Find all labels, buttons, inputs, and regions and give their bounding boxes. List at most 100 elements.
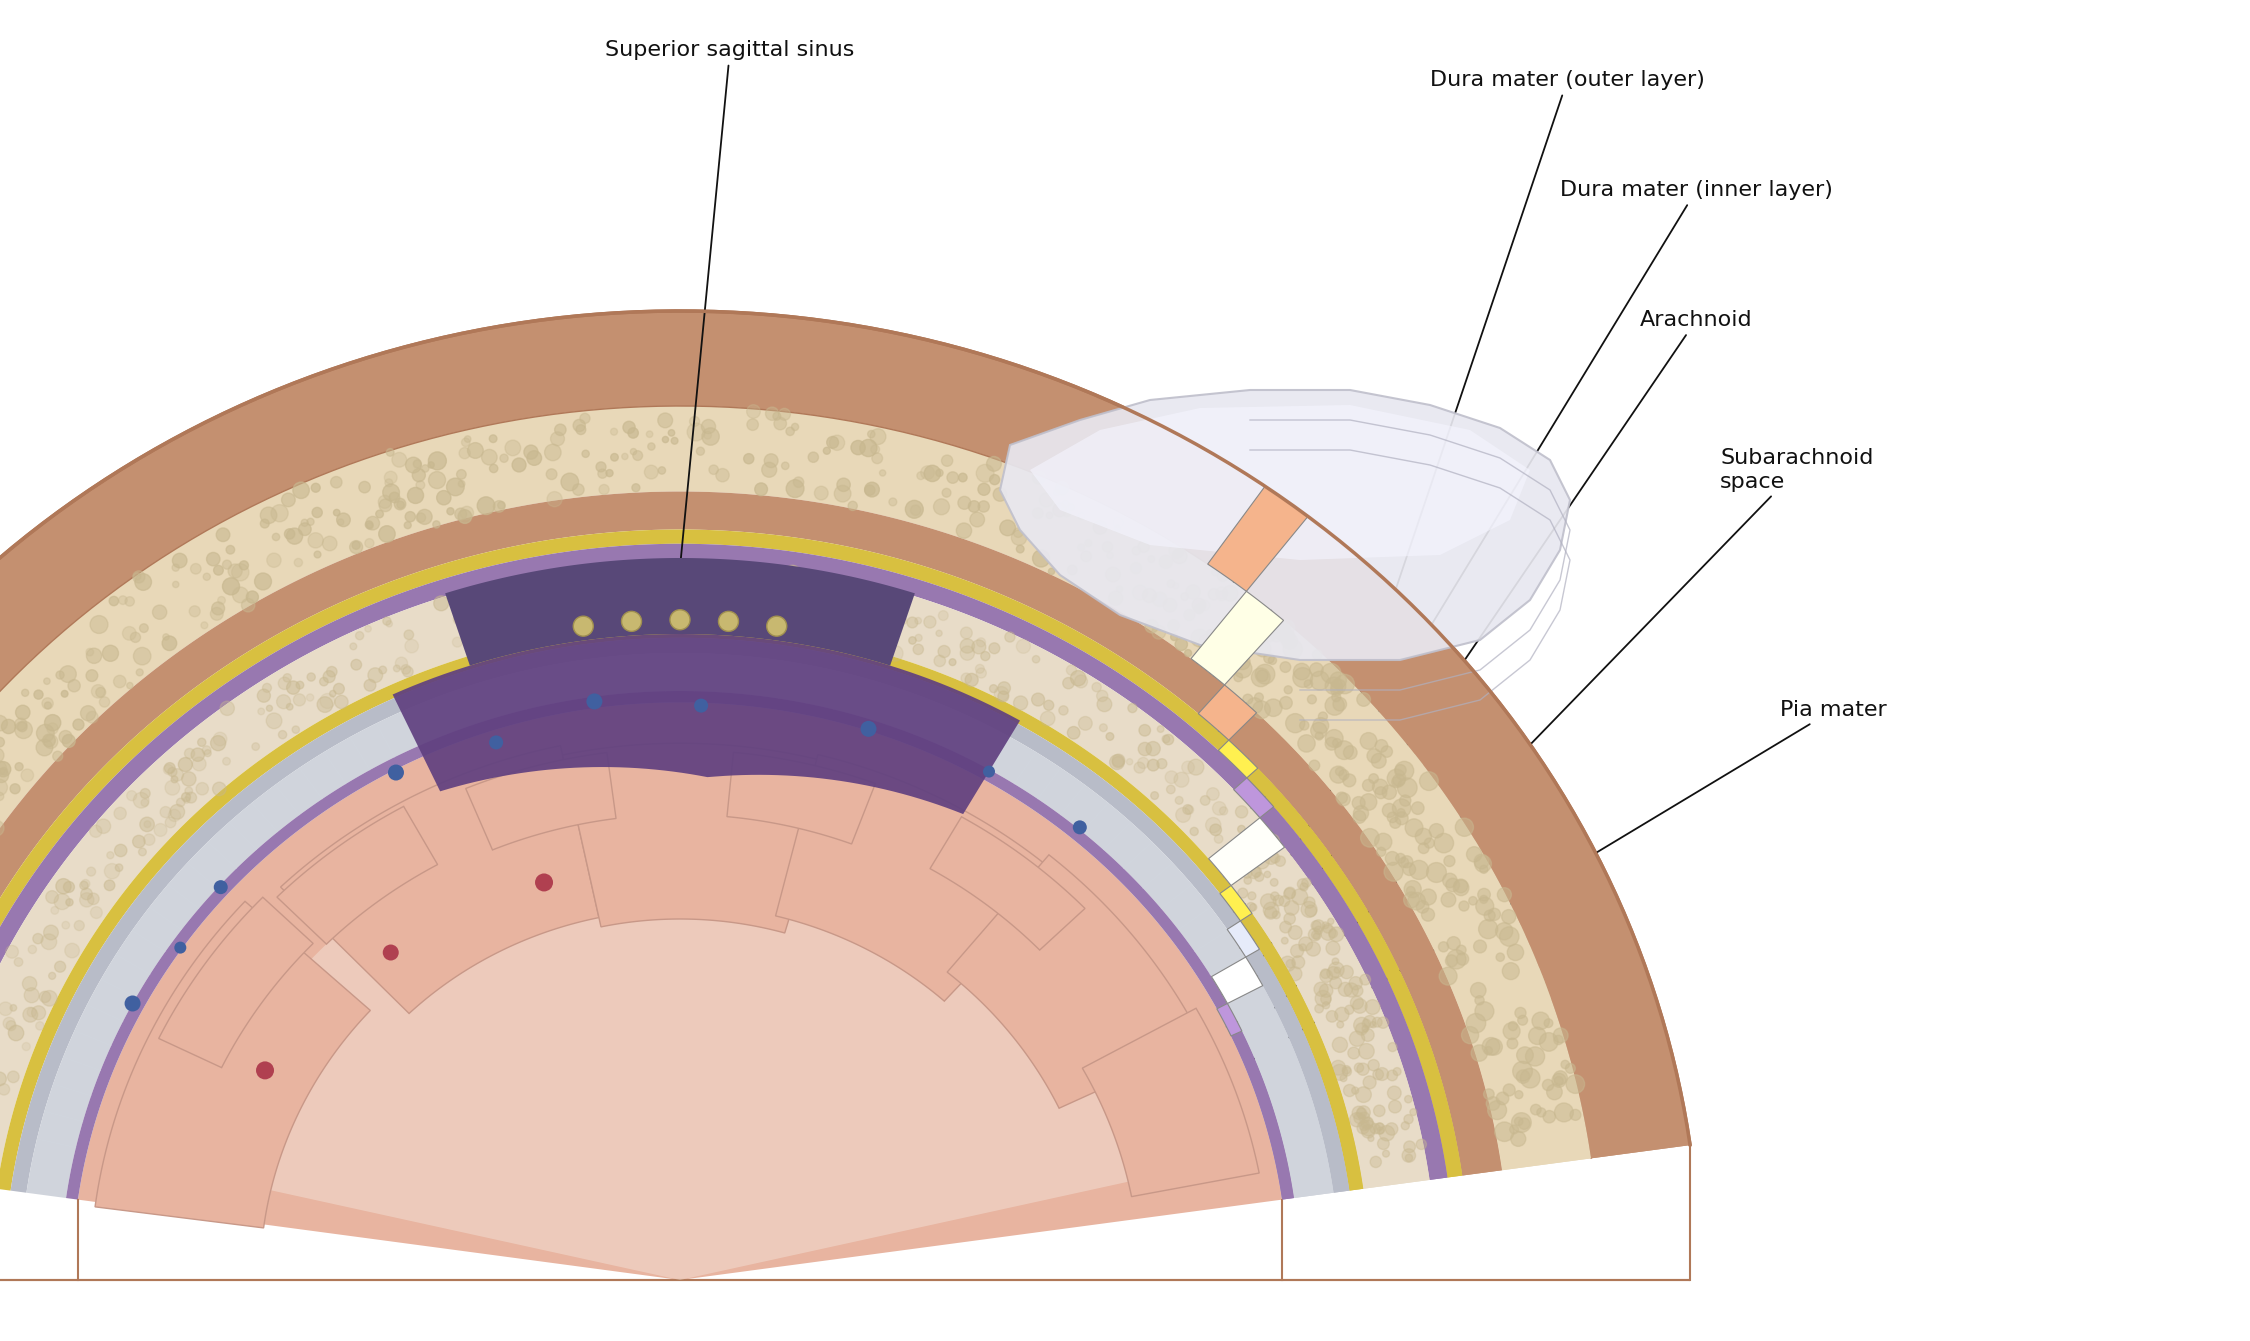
Circle shape — [610, 453, 619, 461]
Circle shape — [1069, 504, 1076, 511]
Circle shape — [1084, 539, 1091, 547]
Circle shape — [79, 893, 95, 907]
Circle shape — [684, 614, 695, 625]
Circle shape — [1292, 944, 1303, 957]
Circle shape — [796, 617, 803, 625]
Circle shape — [1447, 825, 1465, 842]
Circle shape — [1071, 670, 1087, 685]
Circle shape — [1273, 911, 1280, 919]
Circle shape — [1372, 1030, 1386, 1042]
Circle shape — [1447, 878, 1460, 892]
Circle shape — [1251, 697, 1264, 711]
Circle shape — [1359, 1120, 1370, 1130]
Circle shape — [1170, 543, 1184, 558]
Circle shape — [1487, 944, 1496, 953]
Circle shape — [133, 793, 148, 809]
Circle shape — [7, 1021, 16, 1031]
Polygon shape — [1233, 506, 1690, 1159]
Circle shape — [1501, 916, 1510, 925]
Circle shape — [1298, 937, 1312, 951]
Circle shape — [738, 607, 752, 621]
Circle shape — [333, 510, 340, 516]
Circle shape — [504, 629, 511, 636]
Circle shape — [1436, 870, 1444, 878]
Circle shape — [1199, 601, 1210, 610]
Circle shape — [1305, 680, 1312, 688]
Circle shape — [1408, 861, 1429, 880]
Circle shape — [1404, 892, 1420, 908]
Circle shape — [1262, 629, 1276, 642]
Circle shape — [1210, 630, 1224, 644]
Circle shape — [1213, 626, 1228, 642]
Circle shape — [1370, 754, 1386, 768]
Circle shape — [140, 789, 151, 798]
Circle shape — [212, 736, 225, 751]
Circle shape — [853, 614, 864, 625]
Circle shape — [1544, 1110, 1555, 1122]
Polygon shape — [0, 492, 1503, 1176]
Circle shape — [104, 645, 119, 661]
Circle shape — [1496, 888, 1512, 901]
Polygon shape — [1213, 610, 1591, 1171]
Circle shape — [1145, 742, 1161, 756]
Circle shape — [1361, 829, 1379, 848]
Circle shape — [405, 522, 412, 528]
Circle shape — [1238, 888, 1249, 898]
Circle shape — [1143, 589, 1156, 602]
Circle shape — [538, 607, 544, 614]
Circle shape — [2, 719, 16, 734]
Circle shape — [1210, 825, 1222, 835]
Circle shape — [1314, 933, 1321, 940]
Circle shape — [1256, 693, 1265, 701]
Circle shape — [657, 413, 673, 428]
Circle shape — [1267, 892, 1278, 904]
Circle shape — [970, 512, 986, 527]
Circle shape — [1375, 740, 1388, 752]
Polygon shape — [1082, 1008, 1260, 1196]
Circle shape — [1492, 940, 1505, 953]
Circle shape — [837, 479, 850, 492]
Circle shape — [1343, 746, 1357, 759]
Circle shape — [1150, 791, 1159, 799]
Polygon shape — [0, 530, 1462, 1177]
Circle shape — [544, 586, 560, 601]
Circle shape — [1314, 1004, 1323, 1012]
Circle shape — [871, 453, 882, 464]
Circle shape — [1478, 920, 1498, 939]
Circle shape — [2, 1018, 16, 1030]
Circle shape — [1055, 481, 1069, 495]
Circle shape — [349, 540, 362, 554]
Circle shape — [1375, 724, 1388, 738]
Circle shape — [734, 602, 742, 610]
Circle shape — [574, 616, 594, 636]
Circle shape — [1285, 888, 1296, 898]
Circle shape — [1503, 1084, 1514, 1096]
Circle shape — [1370, 1124, 1379, 1133]
Circle shape — [1332, 1037, 1348, 1053]
Circle shape — [34, 933, 43, 944]
Circle shape — [1375, 1067, 1388, 1081]
Circle shape — [1402, 817, 1420, 834]
Circle shape — [644, 611, 650, 620]
Circle shape — [1438, 833, 1454, 849]
Circle shape — [605, 469, 612, 476]
Circle shape — [122, 626, 135, 640]
Circle shape — [1359, 974, 1370, 986]
Circle shape — [1159, 555, 1172, 569]
Circle shape — [1334, 755, 1341, 763]
Circle shape — [1485, 1046, 1492, 1054]
Circle shape — [646, 430, 652, 437]
Circle shape — [315, 551, 322, 558]
Circle shape — [40, 991, 56, 1006]
Circle shape — [981, 652, 990, 661]
Circle shape — [1388, 858, 1404, 873]
Circle shape — [367, 516, 380, 530]
Circle shape — [1334, 680, 1343, 688]
Circle shape — [369, 668, 382, 683]
Circle shape — [1487, 1097, 1501, 1110]
Circle shape — [686, 422, 704, 441]
Circle shape — [1386, 817, 1395, 825]
Circle shape — [394, 499, 405, 510]
Circle shape — [40, 933, 56, 949]
Circle shape — [1206, 818, 1222, 833]
